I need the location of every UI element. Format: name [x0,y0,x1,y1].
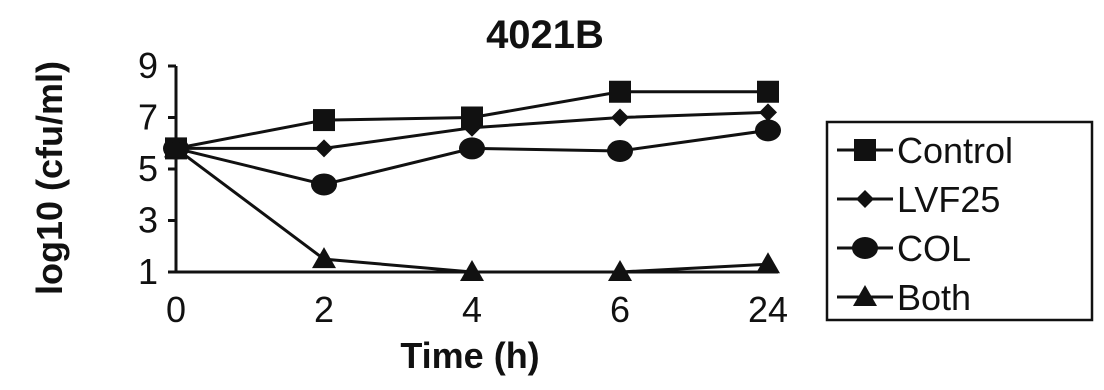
data-point [459,137,485,160]
y-tick-label: 3 [138,200,158,241]
x-tick-label: 4 [462,289,482,330]
y-axis-label: log10 (cfu/ml) [29,61,70,295]
y-tick-label: 7 [138,97,158,138]
data-point [311,173,337,196]
data-point [611,108,629,127]
data-point [609,80,631,103]
data-point [312,247,336,269]
x-tick-label: 24 [748,289,788,330]
data-point [759,103,777,122]
series-col [163,119,781,196]
legend-label: Control [897,130,1013,171]
legend-item: Both [837,277,971,318]
legend-marker [853,285,877,306]
data-point [461,106,483,129]
legend-label: LVF25 [897,179,1000,220]
data-point [315,139,333,158]
data-point [463,118,481,137]
legend-item: COL [837,228,971,269]
x-tick-label: 2 [314,289,334,330]
legend-item: LVF25 [837,179,1000,220]
data-point [608,260,632,281]
series-control [165,80,779,160]
data-point [755,119,781,142]
legend-label: COL [897,228,971,269]
series-both [164,136,780,281]
data-point [757,80,779,103]
x-tick-label: 6 [610,289,630,330]
legend-label: Both [897,277,971,318]
data-point [313,109,335,132]
legend-marker [856,190,874,208]
plot-area [163,80,781,281]
legend-marker [852,237,878,259]
legend-item: Control [837,130,1013,171]
series-line [175,147,769,274]
data-point [460,260,484,281]
x-axis-label: Time (h) [400,335,539,376]
legend: Control LVF25 COL Both [825,120,1094,322]
data-point [164,136,188,158]
legend-marker [854,139,876,161]
y-tick-label: 1 [138,251,158,292]
data-point [756,252,780,274]
y-tick-label: 9 [138,45,158,86]
x-tick-label: 0 [166,289,186,330]
y-tick-label: 5 [138,148,158,189]
data-point [607,139,633,162]
chart-title: 4021B [486,13,604,57]
